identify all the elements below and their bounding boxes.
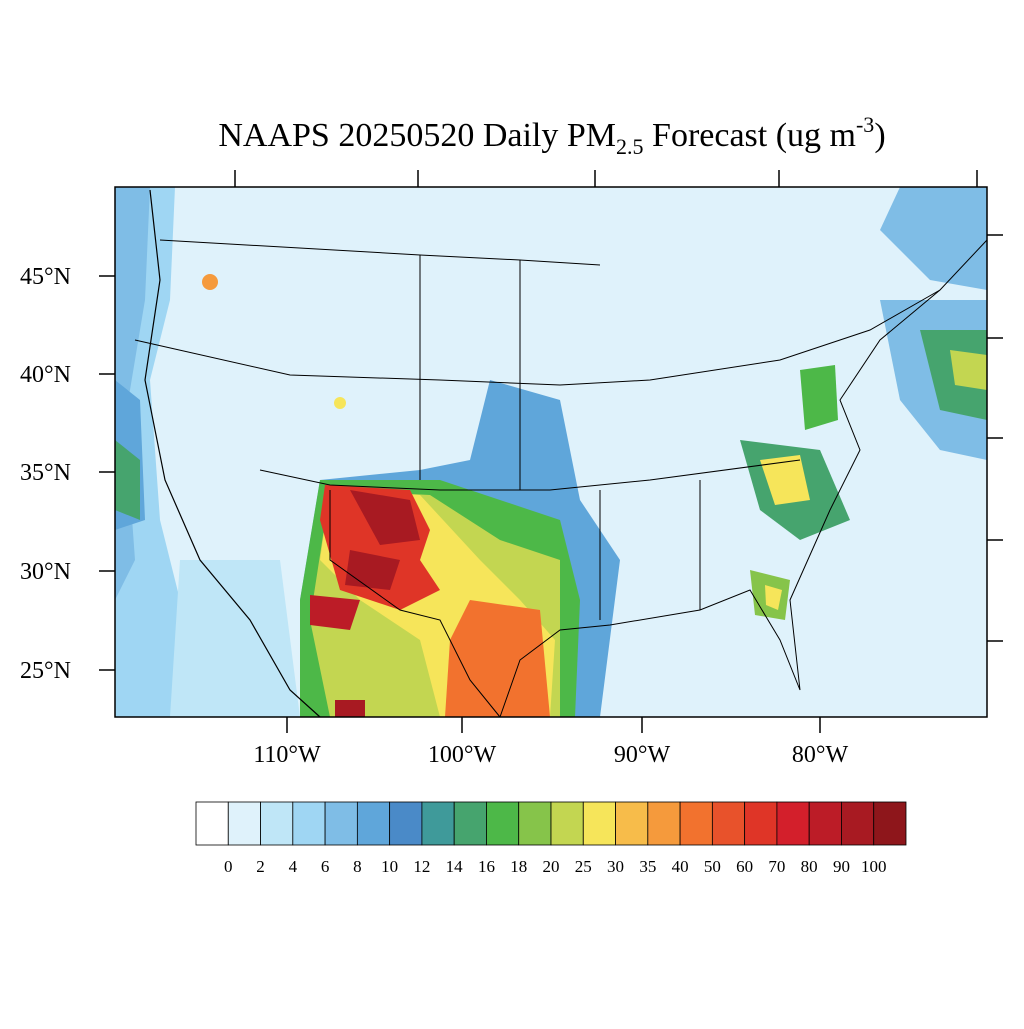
colorbar-box [776, 801, 810, 846]
colorbar-box [195, 801, 229, 846]
colorbar-label: 20 [543, 857, 560, 876]
colorbar-label: 100 [861, 857, 887, 876]
lat-label: 45°N [20, 264, 71, 290]
lon-label: 80°W [792, 742, 849, 768]
colorbar-label: 18 [510, 857, 527, 876]
colorbar-box [615, 801, 649, 846]
colorbar-box [873, 801, 907, 846]
title: NAAPS 20250520 Daily PM2.5 Forecast (ug … [218, 112, 885, 159]
colorbar-label: 30 [607, 857, 624, 876]
colorbar-label: 2 [256, 857, 265, 876]
colorbar-label: 16 [478, 857, 495, 876]
title-middle: Forecast (ug m [644, 117, 856, 154]
colorbar-box [744, 801, 778, 846]
colorbar-box [841, 801, 875, 846]
colorbar-box [260, 801, 294, 846]
colorbar-box [582, 801, 616, 846]
colorbar-box [679, 801, 713, 846]
title-superscript: -3 [856, 112, 874, 137]
colorbar-box [808, 801, 842, 846]
colorbar-label: 12 [413, 857, 430, 876]
colorbar-label: 6 [321, 857, 330, 876]
map-field [115, 187, 987, 717]
frame-ticks [99, 170, 1003, 733]
colorbar-label: 80 [801, 857, 818, 876]
colorbar-label: 10 [381, 857, 398, 876]
title-end: ) [874, 117, 885, 154]
map-frame [114, 186, 988, 718]
colorbar-box [389, 801, 423, 846]
colorbar-label: 70 [768, 857, 785, 876]
lat-label: 40°N [20, 362, 71, 388]
colorbar-box [647, 801, 681, 846]
lat-label: 35°N [20, 460, 71, 486]
lon-label: 90°W [614, 742, 671, 768]
lat-label: 30°N [20, 559, 71, 585]
colorbar-label: 25 [575, 857, 592, 876]
title-subscript: 2.5 [616, 134, 644, 159]
colorbar-label: 90 [833, 857, 850, 876]
outlines [134, 189, 988, 718]
colorbar: 0 2 4 6 8 10 12 14 16 18 20 25 30 35 40 50 60 70 80 90 100 [195, 801, 907, 876]
colorbar-box [550, 801, 584, 846]
colorbar-box [356, 801, 391, 846]
lon-label: 110°W [253, 742, 321, 768]
colorbar-label: 8 [353, 857, 362, 876]
title-main: NAAPS 20250520 Daily PM [218, 117, 616, 154]
colorbar-box [421, 801, 455, 846]
colorbar-box [518, 801, 552, 846]
colorbar-box [227, 801, 261, 846]
colorbar-box [292, 801, 326, 846]
lat-label: 25°N [20, 658, 71, 684]
colorbar-box [453, 801, 487, 846]
colorbar-label: 40 [672, 857, 689, 876]
colorbar-label: 4 [289, 857, 298, 876]
colorbar-box [324, 801, 358, 846]
colorbar-label: 50 [704, 857, 721, 876]
colorbar-box [486, 801, 520, 846]
colorbar-label: 35 [639, 857, 656, 876]
colorbar-label: 60 [736, 857, 753, 876]
colorbar-label: 0 [224, 857, 233, 876]
colorbar-label: 14 [446, 857, 464, 876]
lon-label: 100°W [428, 742, 497, 768]
colorbar-box [711, 801, 746, 846]
